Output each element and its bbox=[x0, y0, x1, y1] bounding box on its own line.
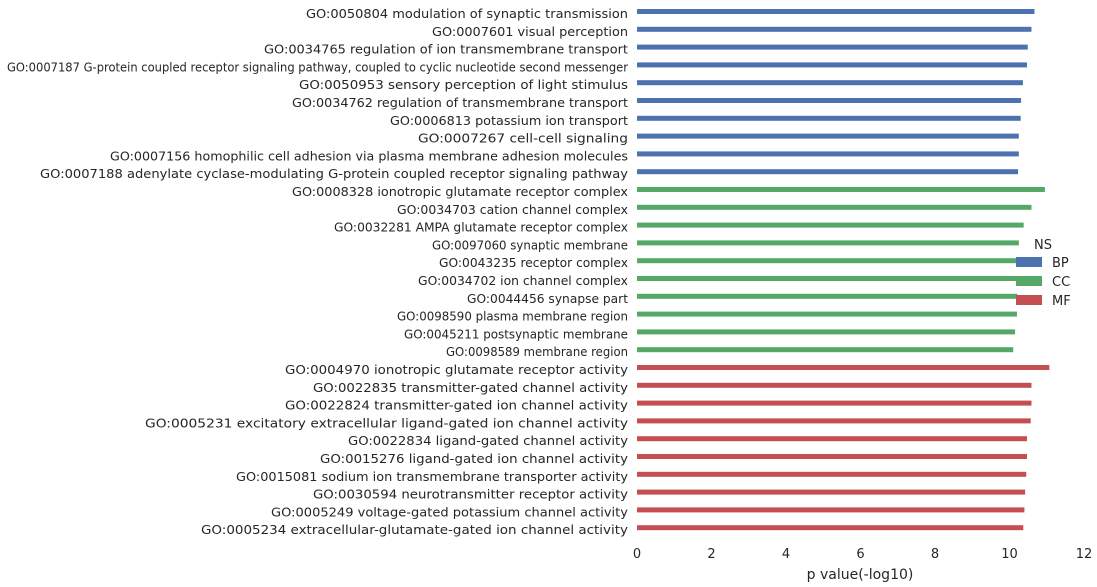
bar-group bbox=[637, 9, 1050, 531]
bar-mf bbox=[637, 471, 1027, 477]
bar-cc bbox=[637, 204, 1032, 210]
y-tick-label: GO:0007187 G-protein coupled receptor si… bbox=[7, 59, 629, 74]
x-tick-label: 4 bbox=[782, 547, 790, 562]
legend-label-bp: BP bbox=[1052, 256, 1069, 271]
y-tick-label: GO:0034765 regulation of ion transmembra… bbox=[264, 42, 628, 57]
bar-mf bbox=[637, 525, 1024, 531]
y-tick-label: GO:0015276 ligand-gated ion channel acti… bbox=[320, 451, 629, 466]
y-tick-label: GO:0007601 visual perception bbox=[432, 24, 628, 39]
legend-label-cc: CC bbox=[1052, 275, 1070, 290]
bar-cc bbox=[637, 329, 1016, 335]
y-tick-labels: GO:0050804 modulation of synaptic transm… bbox=[7, 6, 629, 537]
y-tick-label: GO:0004970 ionotropic glutamate receptor… bbox=[285, 362, 629, 377]
y-tick-label: GO:0050953 sensory perception of light s… bbox=[299, 77, 628, 92]
y-tick-label: GO:0007267 cell-cell signaling bbox=[418, 131, 628, 146]
bar-cc bbox=[637, 258, 1019, 264]
y-tick-label: GO:0097060 synaptic membrane bbox=[432, 237, 628, 252]
bar-cc bbox=[637, 347, 1014, 353]
bar-bp bbox=[637, 133, 1019, 139]
y-tick-label: GO:0008328 ionotropic glutamate receptor… bbox=[292, 184, 628, 199]
x-axis: 0 2 4 6 8 10 12 bbox=[633, 547, 1092, 562]
y-tick-label: GO:0043235 receptor complex bbox=[439, 255, 628, 270]
bar-mf bbox=[637, 418, 1031, 424]
x-tick-label: 2 bbox=[707, 547, 715, 562]
y-tick-label: GO:0007188 adenylate cyclase-modulating … bbox=[40, 166, 629, 181]
legend-swatch-cc bbox=[1016, 276, 1042, 286]
x-tick-label: 8 bbox=[931, 547, 939, 562]
y-tick-label: GO:0022824 transmitter-gated ion channel… bbox=[285, 398, 629, 413]
y-tick-label: GO:0050804 modulation of synaptic transm… bbox=[306, 6, 628, 21]
x-axis-label: p value(-log10) bbox=[807, 567, 914, 583]
bar-bp bbox=[637, 26, 1032, 32]
bar-bp bbox=[637, 115, 1021, 121]
bar-cc bbox=[637, 276, 1018, 281]
y-tick-label: GO:0006813 potassium ion transport bbox=[390, 113, 628, 128]
bar-bp bbox=[637, 62, 1028, 68]
y-tick-label: GO:0005231 excitatory extracellular liga… bbox=[145, 415, 629, 430]
bar-cc bbox=[637, 240, 1019, 246]
y-tick-label: GO:0034762 regulation of transmembrane t… bbox=[292, 95, 628, 110]
bar-cc bbox=[637, 311, 1017, 317]
bar-mf bbox=[637, 507, 1025, 513]
bar-cc bbox=[637, 293, 1018, 299]
bar-cc bbox=[637, 222, 1024, 228]
x-tick-label: 12 bbox=[1076, 547, 1093, 562]
y-tick-label: GO:0044456 synapse part bbox=[467, 291, 628, 306]
bar-mf bbox=[637, 436, 1028, 442]
y-tick-label: GO:0045211 postsynaptic membrane bbox=[404, 326, 628, 341]
x-tick-label: 0 bbox=[633, 547, 641, 562]
bar-mf bbox=[637, 400, 1032, 406]
legend-title: NS bbox=[1034, 238, 1052, 253]
y-tick-label: GO:0032281 AMPA glutamate receptor compl… bbox=[334, 220, 628, 235]
y-tick-label: GO:0030594 neurotransmitter receptor act… bbox=[313, 487, 629, 502]
legend-swatch-mf bbox=[1016, 295, 1042, 305]
x-tick-label: 10 bbox=[1001, 547, 1018, 562]
bar-bp bbox=[637, 9, 1035, 14]
y-tick-label: GO:0007156 homophilic cell adhesion via … bbox=[110, 148, 628, 163]
y-tick-label: GO:0005249 voltage-gated potassium chann… bbox=[271, 504, 629, 519]
legend-swatch-bp bbox=[1016, 257, 1042, 267]
legend: NS BP CC MF bbox=[1016, 238, 1071, 309]
y-tick-label: GO:0005234 extracellular-glutamate-gated… bbox=[201, 522, 629, 537]
y-tick-label: GO:0022835 transmitter-gated channel act… bbox=[313, 380, 629, 395]
bar-cc bbox=[637, 187, 1045, 192]
legend-label-mf: MF bbox=[1052, 294, 1071, 309]
y-tick-label: GO:0015081 sodium ion transmembrane tran… bbox=[236, 469, 629, 484]
bar-bp bbox=[637, 151, 1019, 157]
bar-bp bbox=[637, 44, 1028, 50]
y-tick-label: GO:0022834 ligand-gated channel activity bbox=[348, 433, 629, 448]
y-tick-label: GO:0034702 ion channel complex bbox=[418, 273, 628, 288]
bar-bp bbox=[637, 169, 1019, 175]
bar-bp bbox=[637, 80, 1023, 86]
y-tick-label: GO:0034703 cation channel complex bbox=[397, 202, 628, 217]
x-tick-label: 6 bbox=[856, 547, 864, 562]
bar-mf bbox=[637, 365, 1050, 370]
bar-mf bbox=[637, 489, 1026, 495]
y-tick-label: GO:0098589 membrane region bbox=[446, 344, 628, 359]
y-tick-label: GO:0098590 plasma membrane region bbox=[397, 309, 628, 324]
bar-mf bbox=[637, 382, 1032, 388]
bar-bp bbox=[637, 98, 1022, 103]
bar-mf bbox=[637, 454, 1028, 459]
